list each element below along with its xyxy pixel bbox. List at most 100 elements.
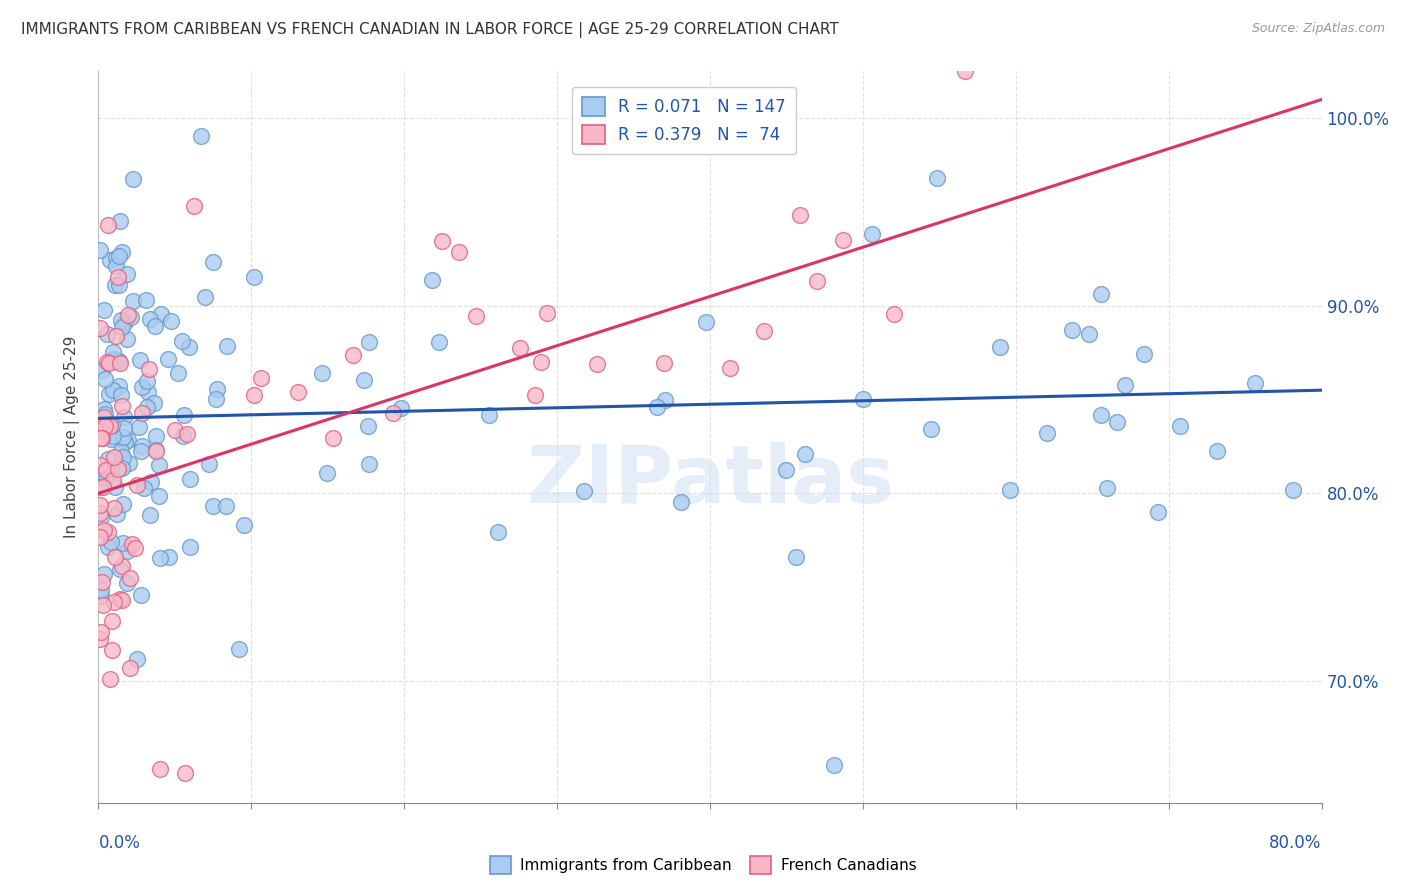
Point	[243, 270, 266, 285]
Point	[233, 517, 256, 532]
Point	[1090, 408, 1112, 422]
Point	[117, 309, 139, 323]
Point	[111, 245, 134, 260]
Point	[145, 443, 167, 458]
Point	[94, 463, 117, 477]
Point	[194, 290, 217, 304]
Point	[754, 324, 776, 338]
Point	[108, 378, 131, 392]
Text: ZIPatlas: ZIPatlas	[526, 442, 894, 520]
Point	[1244, 376, 1267, 391]
Point	[112, 535, 135, 549]
Point	[110, 214, 132, 228]
Point	[176, 426, 198, 441]
Point	[207, 382, 229, 396]
Point	[215, 500, 238, 514]
Y-axis label: In Labor Force | Age 25-29: In Labor Force | Age 25-29	[63, 336, 80, 538]
Point	[789, 208, 811, 222]
Point	[111, 461, 134, 475]
Point	[103, 450, 125, 464]
Point	[530, 355, 553, 369]
Point	[215, 339, 238, 353]
Point	[449, 244, 471, 259]
Point	[90, 431, 112, 445]
Point	[381, 406, 404, 420]
Point	[118, 661, 141, 675]
Point	[1206, 443, 1229, 458]
Point	[98, 356, 121, 370]
Point	[132, 481, 155, 495]
Point	[953, 64, 976, 78]
Point	[250, 370, 273, 384]
Point	[127, 478, 149, 492]
Point	[107, 461, 129, 475]
Point	[159, 314, 181, 328]
Point	[131, 444, 153, 458]
Point	[97, 386, 120, 401]
Point	[131, 406, 153, 420]
Point	[669, 495, 692, 509]
Point	[523, 388, 546, 402]
Point	[574, 484, 596, 499]
Point	[353, 373, 375, 387]
Point	[100, 432, 122, 446]
Point	[98, 419, 121, 434]
Point	[243, 388, 266, 402]
Point	[794, 447, 817, 461]
Point	[478, 408, 501, 422]
Point	[202, 255, 225, 269]
Point	[1105, 415, 1128, 429]
Point	[89, 321, 111, 335]
Point	[97, 541, 120, 555]
Point	[654, 392, 676, 407]
Point	[101, 473, 124, 487]
Point	[695, 315, 717, 329]
Point	[785, 549, 807, 564]
Point	[1133, 347, 1156, 361]
Point	[920, 422, 942, 436]
Point	[100, 535, 122, 549]
Point	[173, 765, 195, 780]
Point	[149, 762, 172, 776]
Point	[89, 583, 111, 598]
Point	[105, 252, 128, 266]
Point	[93, 408, 115, 422]
Point	[90, 625, 112, 640]
Point	[103, 595, 125, 609]
Point	[143, 396, 166, 410]
Point	[1077, 326, 1099, 341]
Point	[104, 278, 127, 293]
Point	[111, 320, 134, 334]
Point	[1095, 481, 1118, 495]
Point	[89, 243, 111, 257]
Point	[91, 575, 114, 590]
Point	[112, 410, 135, 425]
Point	[93, 567, 115, 582]
Point	[108, 562, 131, 576]
Point	[718, 361, 741, 376]
Point	[105, 508, 128, 522]
Text: Source: ZipAtlas.com: Source: ZipAtlas.com	[1251, 22, 1385, 36]
Point	[121, 537, 143, 551]
Point	[183, 199, 205, 213]
Point	[89, 458, 111, 473]
Point	[107, 269, 129, 284]
Point	[430, 235, 453, 249]
Point	[93, 303, 115, 318]
Point	[114, 315, 136, 329]
Point	[120, 310, 142, 324]
Point	[96, 355, 118, 369]
Point	[89, 420, 111, 434]
Point	[104, 260, 127, 274]
Point	[131, 439, 153, 453]
Point	[89, 498, 111, 512]
Point	[91, 598, 114, 612]
Point	[117, 433, 139, 447]
Point	[204, 392, 226, 406]
Point	[167, 367, 190, 381]
Point	[135, 374, 157, 388]
Point	[89, 507, 111, 521]
Point	[1036, 425, 1059, 440]
Point	[97, 452, 120, 467]
Point	[173, 408, 195, 422]
